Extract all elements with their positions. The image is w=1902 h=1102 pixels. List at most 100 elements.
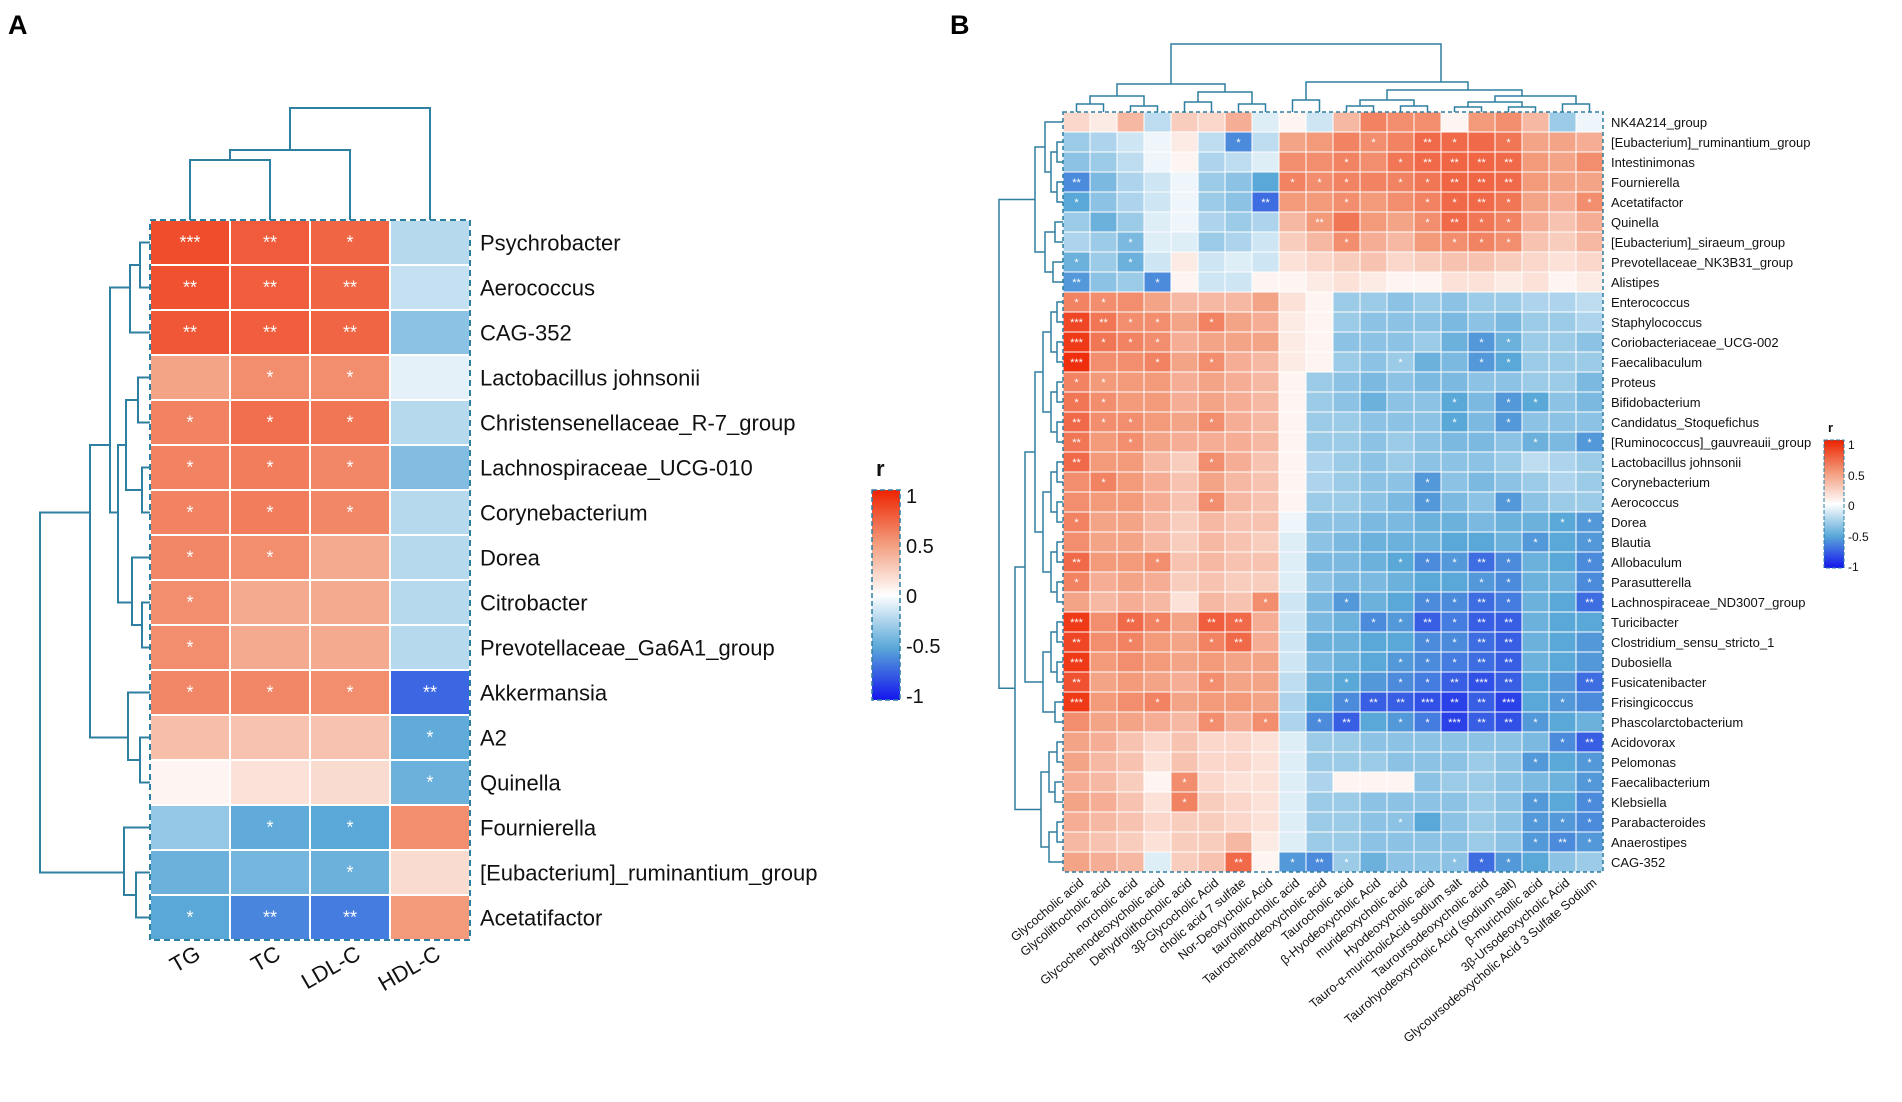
dendrogram-branch — [1034, 146, 1045, 253]
heatmap-cell — [1278, 591, 1307, 613]
dendrogram-branch — [1056, 541, 1063, 563]
heatmap-cell — [1278, 811, 1307, 833]
heatmap-cell — [149, 579, 231, 626]
heatmap-cell — [1332, 431, 1361, 453]
heatmap-cell — [1521, 511, 1550, 533]
significance-star: * — [1533, 437, 1538, 449]
heatmap-cell — [1116, 271, 1145, 293]
significance-star: * — [1155, 337, 1160, 349]
heatmap-cell — [1224, 191, 1253, 213]
heatmap-cell — [389, 579, 471, 626]
row-label: Coriobacteriaceae_UCG-002 — [1611, 335, 1779, 350]
significance-star: * — [1533, 537, 1538, 549]
heatmap-cell — [1494, 811, 1523, 833]
heatmap-cell — [1359, 771, 1388, 793]
heatmap-cell — [1359, 831, 1388, 853]
row-label: Faecalibaculum — [1611, 355, 1702, 370]
significance-star: ** — [1423, 617, 1432, 629]
heatmap-cell — [1359, 331, 1388, 353]
heatmap-cell — [1521, 571, 1550, 593]
heatmap-cell — [1386, 831, 1415, 853]
heatmap-cell — [1386, 111, 1415, 133]
heatmap-cell — [1386, 511, 1415, 533]
heatmap-cell — [1305, 731, 1334, 753]
dendrogram-b — [998, 43, 1591, 863]
heatmap-cell — [1521, 411, 1550, 433]
heatmap-cell — [1305, 651, 1334, 673]
heatmap-cell — [229, 354, 311, 401]
row-label: Blautia — [1611, 535, 1652, 550]
heatmap-cell — [1170, 751, 1199, 773]
heatmap-cell — [1359, 351, 1388, 373]
significance-star: * — [1425, 597, 1430, 609]
heatmap-cell — [1332, 771, 1361, 793]
heatmap-cell — [1359, 431, 1388, 453]
heatmap-cell — [1548, 651, 1577, 673]
heatmap-cell — [1224, 691, 1253, 713]
heatmap-cell — [1467, 371, 1496, 393]
significance-star: *** — [1448, 717, 1462, 729]
dendrogram-branch — [1050, 551, 1057, 593]
heatmap-cell — [1305, 571, 1334, 593]
heatmap-cell — [1359, 531, 1388, 553]
dendrogram-branch — [139, 241, 150, 289]
heatmap-cell — [1413, 431, 1442, 453]
heatmap-cell — [1251, 571, 1280, 593]
heatmap-cell — [1413, 791, 1442, 813]
significance-star: * — [1398, 617, 1403, 629]
heatmap-cell — [1332, 751, 1361, 773]
heatmap-cell — [1548, 671, 1577, 693]
significance-star: * — [1452, 397, 1457, 409]
heatmap-cell — [1494, 771, 1523, 793]
significance-star: * — [1398, 717, 1403, 729]
dendrogram-branch — [1054, 701, 1063, 723]
significance-star: * — [1506, 857, 1511, 869]
row-label: CAG-352 — [480, 321, 572, 346]
heatmap-cell — [1278, 571, 1307, 593]
heatmap-cell — [1278, 531, 1307, 553]
significance-star: * — [346, 503, 353, 523]
heatmap-cell — [149, 759, 231, 806]
heatmap-cell — [1197, 151, 1226, 173]
heatmap-cell — [1089, 211, 1118, 233]
heatmap-cell — [1170, 131, 1199, 153]
heatmap-cell — [1278, 691, 1307, 713]
heatmap-cell — [1305, 811, 1334, 833]
significance-star: * — [1506, 557, 1511, 569]
significance-star: * — [1479, 217, 1484, 229]
significance-star: * — [186, 638, 193, 658]
significance-star: ** — [263, 278, 277, 298]
heatmap-cell — [1548, 351, 1577, 373]
heatmap-cell — [1467, 811, 1496, 833]
significance-star: * — [1506, 357, 1511, 369]
significance-star: ** — [1585, 597, 1594, 609]
heatmap-cell — [1575, 451, 1604, 473]
row-label: Lachnospiraceae_UCG-010 — [480, 456, 753, 481]
significance-star: ** — [263, 233, 277, 253]
heatmap-cell — [1089, 611, 1118, 633]
heatmap-cell — [1413, 331, 1442, 353]
heatmap-cell — [1197, 251, 1226, 273]
significance-star: * — [1128, 637, 1133, 649]
heatmap-cell — [1224, 511, 1253, 533]
significance-star: * — [1533, 817, 1538, 829]
heatmap-cell — [1089, 691, 1118, 713]
significance-star: ** — [1072, 437, 1081, 449]
row-label: Aerococcus — [480, 276, 595, 301]
significance-star: * — [1452, 857, 1457, 869]
heatmap-cell — [1197, 791, 1226, 813]
heatmap-cell — [1413, 531, 1442, 553]
significance-star: * — [1317, 177, 1322, 189]
row-label: Candidatus_Stoquefichus — [1611, 415, 1760, 430]
heatmap-cell — [1251, 391, 1280, 413]
significance-star: ** — [1072, 677, 1081, 689]
heatmap-cell — [1143, 491, 1172, 513]
heatmap-cell — [1548, 191, 1577, 213]
dendrogram-branch — [1056, 741, 1063, 763]
heatmap-cell — [1494, 471, 1523, 493]
heatmap-cell — [1359, 291, 1388, 313]
row-label: Frisingicoccus — [1611, 695, 1694, 710]
significance-star: * — [1425, 477, 1430, 489]
significance-star: * — [1425, 717, 1430, 729]
row-label: Turicibacter — [1611, 615, 1679, 630]
